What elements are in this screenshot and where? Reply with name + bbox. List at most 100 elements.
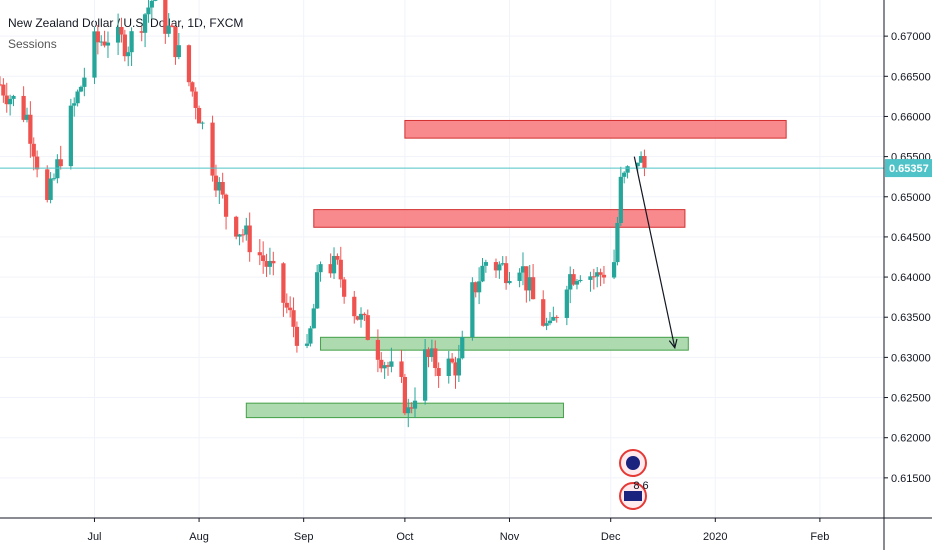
candle-up [24,114,30,120]
candle-up [615,222,620,263]
candle-up [520,266,526,273]
candle-down [355,316,360,320]
candle-up [78,86,84,92]
candle-up [497,264,502,271]
candle-down [436,368,441,376]
candle-down [385,365,391,367]
candle-up [51,178,57,180]
candle-up [99,41,104,43]
candle-up [153,0,158,1]
candle-up [429,348,435,357]
candle-down [58,159,63,167]
candle-down [402,376,408,414]
candle-up [406,407,411,414]
candle-up [82,77,87,87]
time-tick-label: Aug [189,531,209,543]
price-tick-label: 0.67000 [891,31,931,43]
chart-title: New Zealand Dollar / U.S. Dollar, 1D, FX… [8,16,244,30]
arrow-shaft [633,156,676,348]
candle-down [257,252,262,256]
time-tick-label: Feb [810,531,829,543]
logo-text: 8 6 [633,480,648,492]
candle-up [146,7,151,15]
candle-down [173,26,178,58]
support-zone[interactable] [320,336,689,351]
candle-up [446,358,451,376]
candle-up [115,26,121,43]
projection-arrow[interactable] [633,156,678,350]
resistance-zone[interactable] [313,209,686,228]
candle-up [507,280,512,284]
support-resistance-zones[interactable] [245,119,787,419]
indicator-label-sessions[interactable]: Sessions [8,37,57,51]
candle-down [28,114,33,144]
candle-down [210,122,215,176]
candle-up [126,52,131,57]
candle-up [267,260,273,267]
candle-down [190,82,195,92]
candle-up [331,255,337,274]
candle-down [186,45,192,83]
candle-up [625,166,630,173]
candle-up [412,400,418,409]
candle-down [95,31,100,43]
candle-up [595,272,600,277]
candle-down [196,107,202,124]
candle-down [328,264,333,274]
candle-down [0,84,3,86]
candle-up [166,25,171,34]
candle-up [315,272,320,309]
candle-down [571,274,576,285]
price-tick-label: 0.66500 [891,71,931,83]
candle-down [554,316,559,318]
candle-down [291,310,296,327]
candle-up [618,176,623,223]
candle-down [4,95,9,105]
time-tick-label: Nov [500,531,520,543]
grid-lines [0,0,884,518]
time-tick-label: Sep [294,531,314,543]
candle-down [234,216,239,237]
candle-up [244,225,249,235]
candle-up [500,263,505,265]
candle-up [527,277,532,291]
candle-up [476,281,482,293]
price-tick-label: 0.64000 [891,272,931,284]
candle-down [453,362,458,376]
candle-up [129,31,134,53]
candle-down [264,261,269,267]
candle-down [247,225,252,253]
resistance-zone[interactable] [404,119,787,139]
candle-up [423,349,428,401]
candle-up [11,95,16,99]
candle-up [92,31,97,78]
candle-down [163,0,168,34]
candle-down [102,41,107,46]
price-tick-label: 0.65000 [891,192,931,204]
candle-up [72,103,77,106]
logo-flag [624,491,642,501]
candle-up [638,156,644,163]
candle-down [45,169,50,200]
candle-down [335,255,340,260]
candle-up [611,262,617,278]
time-tick-label: 2020 [703,531,727,543]
candle-down [338,259,343,280]
candle-up [456,358,461,376]
candle-down [220,182,225,195]
candle-down [122,34,127,57]
candle-down [139,31,144,33]
candle-up [55,159,60,179]
candle-up [217,182,222,191]
candle-down [352,296,357,317]
candle-down [524,266,529,291]
candle-up [517,272,522,281]
candle-up [568,274,573,290]
candle-up [48,178,53,200]
price-tick-label: 0.66000 [891,111,931,123]
candle-down [342,279,347,297]
candle-down [294,326,300,346]
candle-down [642,156,647,169]
